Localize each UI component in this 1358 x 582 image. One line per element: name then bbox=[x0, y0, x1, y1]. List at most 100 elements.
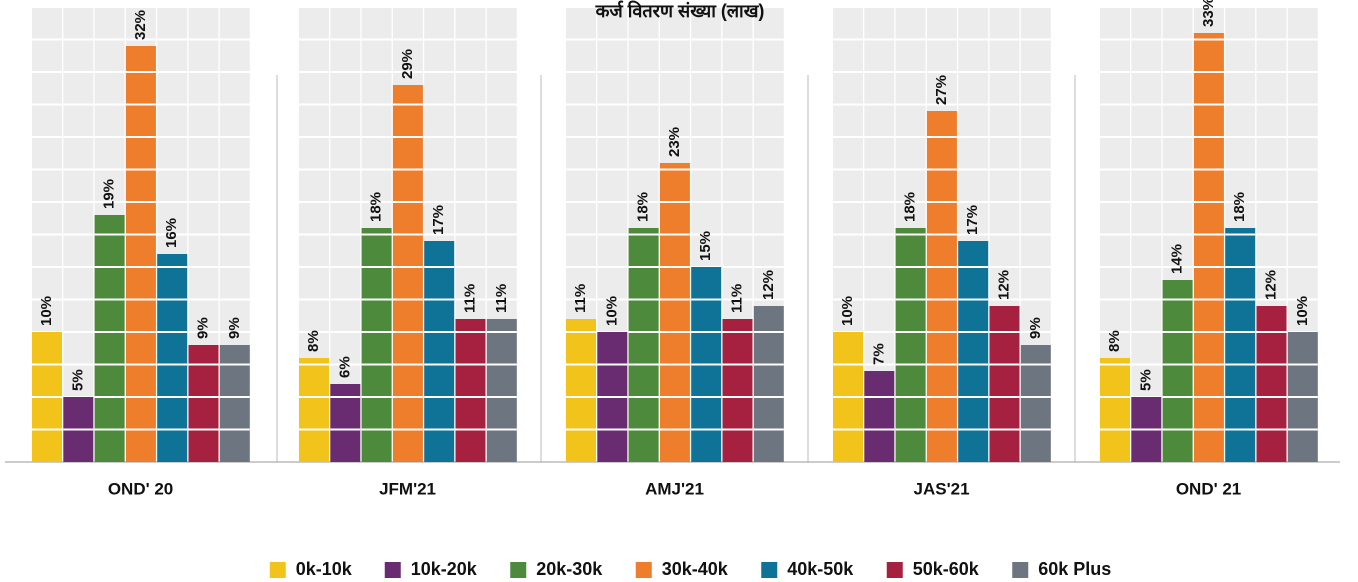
grid-cell bbox=[424, 8, 455, 39]
grid-cell bbox=[864, 8, 895, 39]
grid-cell bbox=[1162, 138, 1193, 169]
grid-cell bbox=[424, 170, 455, 201]
grid-cell bbox=[566, 73, 596, 104]
grid-cell bbox=[566, 138, 596, 169]
grid-cell bbox=[1100, 300, 1130, 331]
grid-cell bbox=[691, 138, 722, 169]
grid-cell bbox=[1020, 73, 1051, 104]
bar bbox=[628, 228, 659, 462]
bar bbox=[1020, 345, 1051, 462]
grid-cell bbox=[188, 235, 219, 266]
grid-cell bbox=[330, 203, 361, 234]
grid-cell bbox=[1225, 170, 1256, 201]
grid-cell bbox=[753, 268, 784, 299]
grid-cell bbox=[392, 40, 423, 71]
grid-cell bbox=[722, 235, 753, 266]
grid-cell bbox=[833, 8, 863, 39]
grid-cell bbox=[219, 203, 250, 234]
grid-cell bbox=[219, 268, 250, 299]
grid-cell bbox=[63, 8, 94, 39]
grid-cell bbox=[157, 105, 188, 136]
grid-cell bbox=[926, 8, 957, 39]
value-label: 27% bbox=[933, 75, 950, 105]
grid-cell bbox=[219, 138, 250, 169]
bar bbox=[659, 163, 690, 462]
grid-cell bbox=[94, 138, 125, 169]
bar bbox=[1256, 306, 1287, 462]
grid-cell bbox=[597, 40, 628, 71]
grid-cell bbox=[691, 105, 722, 136]
grid-cell bbox=[299, 268, 329, 299]
grid-cell bbox=[63, 105, 94, 136]
grid-cell bbox=[753, 40, 784, 71]
value-label: 11% bbox=[728, 284, 745, 313]
grid-cell bbox=[94, 8, 125, 39]
value-label: 11% bbox=[572, 284, 589, 313]
grid-cell bbox=[722, 40, 753, 71]
grid-cell bbox=[361, 138, 392, 169]
bar bbox=[219, 345, 250, 462]
legend-swatch bbox=[510, 562, 527, 578]
grid-cell bbox=[157, 40, 188, 71]
bar bbox=[125, 46, 156, 462]
grid-cell bbox=[1287, 170, 1318, 201]
grid-cell bbox=[361, 8, 392, 39]
grid-cell bbox=[455, 73, 486, 104]
value-label: 29% bbox=[399, 49, 416, 79]
grid-cell bbox=[566, 170, 596, 201]
grid-cell bbox=[361, 73, 392, 104]
grid-cell bbox=[188, 268, 219, 299]
legend-label: 60k Plus bbox=[1038, 559, 1111, 579]
grid-cell bbox=[864, 300, 895, 331]
grid-cell bbox=[32, 73, 62, 104]
grid-cell bbox=[628, 40, 659, 71]
grid-cell bbox=[486, 235, 517, 266]
grid-cell bbox=[1256, 170, 1287, 201]
grid-cell bbox=[63, 268, 94, 299]
grid-cell bbox=[833, 73, 863, 104]
grid-cell bbox=[299, 235, 329, 266]
grid-cell bbox=[219, 300, 250, 331]
bar bbox=[361, 228, 392, 462]
grid-cell bbox=[330, 235, 361, 266]
grid-cell bbox=[722, 105, 753, 136]
grid-cell bbox=[989, 105, 1020, 136]
grid-cell bbox=[958, 40, 989, 71]
grid-cell bbox=[753, 73, 784, 104]
grid-cell bbox=[299, 105, 329, 136]
value-label: 15% bbox=[697, 231, 714, 261]
grid-cell bbox=[1287, 105, 1318, 136]
value-label: 10% bbox=[603, 296, 620, 326]
value-label: 17% bbox=[964, 205, 981, 235]
grid-cell bbox=[424, 138, 455, 169]
grid-cell bbox=[455, 105, 486, 136]
grid-cell bbox=[722, 138, 753, 169]
grid-cell bbox=[597, 105, 628, 136]
grid-cell bbox=[1100, 8, 1130, 39]
grid-cell bbox=[895, 8, 926, 39]
grid-cell bbox=[864, 203, 895, 234]
grid-cell bbox=[659, 73, 690, 104]
grid-cell bbox=[597, 73, 628, 104]
grid-cell bbox=[94, 170, 125, 201]
grid-cell bbox=[1256, 235, 1287, 266]
grid-cell bbox=[63, 203, 94, 234]
grid-cell bbox=[188, 203, 219, 234]
grid-cell bbox=[1100, 170, 1130, 201]
grid-cell bbox=[895, 73, 926, 104]
bar bbox=[424, 241, 455, 462]
grid-cell bbox=[1256, 40, 1287, 71]
value-label: 9% bbox=[194, 317, 211, 339]
value-label: 11% bbox=[461, 284, 478, 313]
grid-cell bbox=[486, 203, 517, 234]
grid-cell bbox=[989, 203, 1020, 234]
grid-cell bbox=[722, 268, 753, 299]
bar bbox=[330, 384, 361, 462]
grid-cell bbox=[330, 8, 361, 39]
grid-cell bbox=[989, 138, 1020, 169]
bar bbox=[895, 228, 926, 462]
grid-cell bbox=[628, 170, 659, 201]
grid-cell bbox=[989, 268, 1020, 299]
grid-cell bbox=[455, 8, 486, 39]
